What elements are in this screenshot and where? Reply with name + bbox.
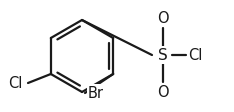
Text: Cl: Cl [8, 75, 22, 90]
Text: Cl: Cl [188, 47, 202, 62]
Text: O: O [157, 11, 169, 26]
Text: O: O [157, 84, 169, 99]
Text: S: S [158, 47, 168, 62]
Text: Br: Br [88, 85, 104, 100]
